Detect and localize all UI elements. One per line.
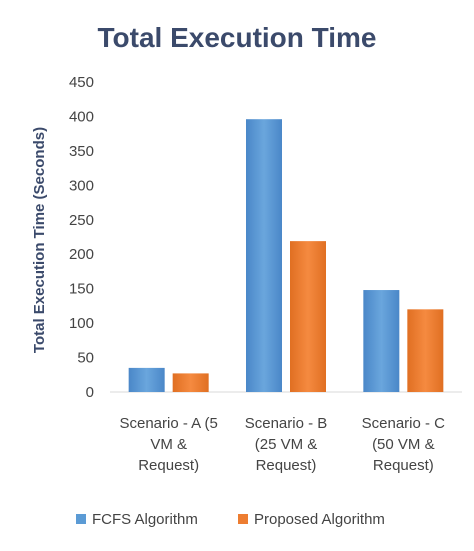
y-axis-label: Total Execution Time (Seconds) bbox=[31, 127, 48, 353]
y-axis-ticks: 0 50 100 150 200 250 300 350 400 450 bbox=[69, 74, 94, 401]
category-label-line: (50 VM & bbox=[372, 436, 435, 453]
category-label: Scenario - A (5 VM & Request) bbox=[119, 415, 217, 474]
category-label-line: Scenario - B bbox=[245, 415, 328, 432]
category-label-line: (25 VM & bbox=[255, 436, 318, 453]
y-tick-label: 200 bbox=[69, 246, 94, 263]
category-label-line: VM & bbox=[150, 436, 187, 453]
legend-swatch-proposed bbox=[238, 514, 248, 524]
category-label-line: Scenario - A (5 bbox=[119, 415, 217, 432]
y-tick-label: 150 bbox=[69, 281, 94, 298]
chart-title: Total Execution Time bbox=[97, 22, 376, 53]
legend-label-fcfs: FCFS Algorithm bbox=[92, 511, 198, 528]
bar-fcfs-0 bbox=[128, 367, 165, 392]
bars bbox=[128, 119, 444, 392]
legend-swatch-fcfs bbox=[76, 514, 86, 524]
bar-proposed-0 bbox=[172, 373, 209, 392]
y-tick-label: 100 bbox=[69, 315, 94, 332]
y-tick-label: 0 bbox=[86, 384, 94, 401]
category-label: Scenario - B (25 VM & Request) bbox=[245, 415, 328, 474]
category-labels: Scenario - A (5 VM & Request) Scenario - B (… bbox=[119, 415, 445, 474]
legend: FCFS Algorithm Proposed Algorithm bbox=[76, 511, 385, 528]
bar-proposed-1 bbox=[290, 241, 326, 392]
y-tick-label: 450 bbox=[69, 74, 94, 91]
legend-label-proposed: Proposed Algorithm bbox=[254, 511, 385, 528]
y-tick-label: 300 bbox=[69, 177, 94, 194]
category-label-line: Scenario - C bbox=[362, 415, 446, 432]
category-label-line: Request) bbox=[138, 457, 199, 474]
category-label-line: Request) bbox=[256, 457, 317, 474]
y-tick-label: 250 bbox=[69, 212, 94, 229]
y-tick-label: 50 bbox=[77, 350, 94, 367]
y-tick-label: 400 bbox=[69, 108, 94, 125]
y-tick-label: 350 bbox=[69, 143, 94, 160]
bar-fcfs-2 bbox=[363, 290, 400, 392]
category-label-line: Request) bbox=[373, 457, 434, 474]
bar-fcfs-1 bbox=[246, 119, 282, 392]
category-label: Scenario - C (50 VM & Request) bbox=[362, 415, 446, 474]
bar-proposed-2 bbox=[407, 309, 444, 392]
